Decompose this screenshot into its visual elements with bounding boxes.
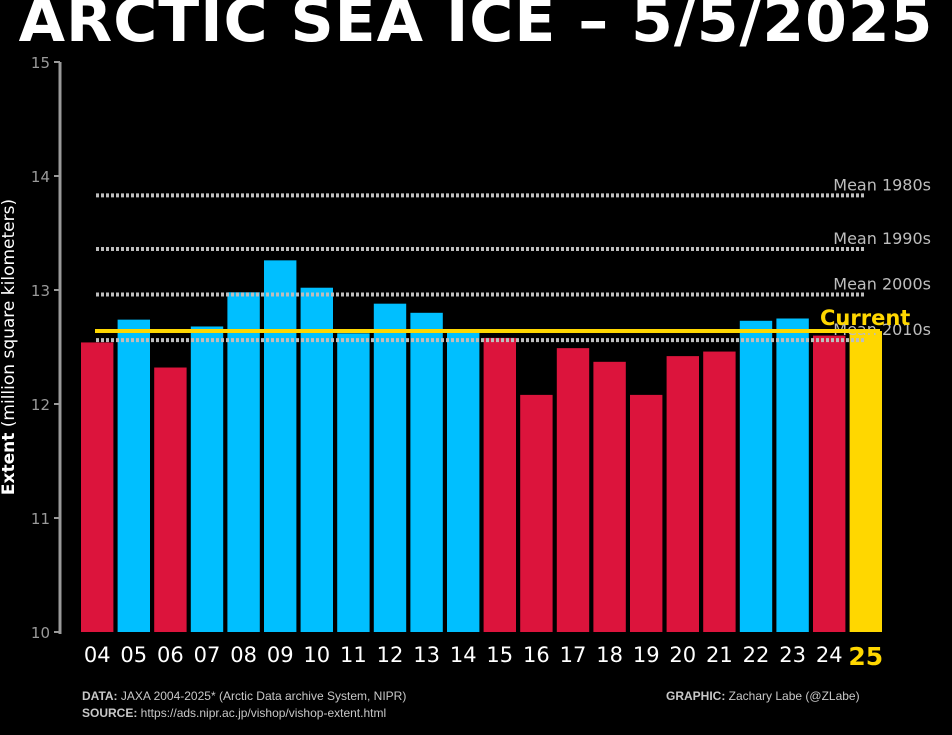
bar-13 <box>410 312 443 632</box>
x-tick-label-19: 19 <box>633 643 660 667</box>
footer-credits: DATA: JAXA 2004-2025* (Arctic Data archi… <box>82 688 406 722</box>
mean-label: Mean 2000s <box>833 275 931 294</box>
bar-07 <box>190 326 224 632</box>
bar-14 <box>447 329 480 632</box>
y-tick-label: 14 <box>31 168 50 186</box>
graphic-credit-text: Zachary Labe (@ZLabe) <box>725 689 860 703</box>
bar-11 <box>337 333 370 632</box>
data-credit: DATA: JAXA 2004-2025* (Arctic Data archi… <box>82 688 406 705</box>
x-tick-label-18: 18 <box>596 643 623 667</box>
y-axis-label-bold: Extent <box>0 433 19 495</box>
y-axis-label: Extent (million square kilometers) <box>0 199 19 495</box>
bar-16 <box>520 394 553 632</box>
bar-17 <box>556 348 590 632</box>
chart-title: ARCTIC SEA ICE – 5/5/2025 <box>18 0 934 56</box>
x-tick-label-24: 24 <box>816 643 843 667</box>
source-credit-text: https://ads.nipr.ac.jp/vishop/vishop-ext… <box>137 706 387 720</box>
source-credit-label: SOURCE: <box>82 706 138 720</box>
y-tick-label: 12 <box>31 396 50 414</box>
graphic-credit-label: GRAPHIC: <box>666 689 726 703</box>
bar-10 <box>300 287 333 632</box>
x-tick-label-17: 17 <box>560 643 587 667</box>
x-tick-label-12: 12 <box>377 643 404 667</box>
bar-09 <box>264 260 297 632</box>
x-tick-label-07: 07 <box>194 643 221 667</box>
x-tick-label-15: 15 <box>486 643 513 667</box>
x-tick-label-16: 16 <box>523 643 550 667</box>
x-tick-label-21: 21 <box>706 643 733 667</box>
x-tick-label-14: 14 <box>450 643 477 667</box>
bar-06 <box>154 367 187 632</box>
current-label: Current <box>820 306 910 330</box>
y-axis-label-units: (million square kilometers) <box>0 199 19 433</box>
y-tick-label: 11 <box>31 510 50 528</box>
bar-19 <box>630 394 663 632</box>
x-tick-label-10: 10 <box>303 643 330 667</box>
x-tick-label-11: 11 <box>340 643 367 667</box>
x-tick-label-08: 08 <box>230 643 257 667</box>
x-tick-label-04: 04 <box>84 643 111 667</box>
x-tick-label-25: 25 <box>848 642 883 671</box>
bar-24 <box>813 335 846 632</box>
x-tick-label-13: 13 <box>413 643 440 667</box>
bar-18 <box>593 361 626 632</box>
y-tick-label: 13 <box>31 282 50 300</box>
bar-12 <box>373 303 407 632</box>
mean-label: Mean 1980s <box>833 175 931 194</box>
bar-25 <box>849 331 882 632</box>
bar-20 <box>666 356 699 632</box>
source-credit: SOURCE: https://ads.nipr.ac.jp/vishop/vi… <box>82 705 406 722</box>
bar-05 <box>117 319 150 632</box>
data-credit-label: DATA: <box>82 689 118 703</box>
bar-21 <box>703 351 736 632</box>
x-tick-label-20: 20 <box>669 643 696 667</box>
data-credit-text: JAXA 2004-2025* (Arctic Data archive Sys… <box>117 689 407 703</box>
y-tick-label: 10 <box>31 624 50 642</box>
x-tick-label-09: 09 <box>267 643 294 667</box>
x-tick-label-23: 23 <box>779 643 806 667</box>
mean-label: Mean 1990s <box>833 229 931 248</box>
bar-08 <box>227 292 260 632</box>
x-tick-label-05: 05 <box>120 643 147 667</box>
bar-04 <box>81 342 114 632</box>
bar-22 <box>739 320 773 632</box>
graphic-credit: GRAPHIC: Zachary Labe (@ZLabe) <box>666 688 860 705</box>
x-tick-label-06: 06 <box>157 643 184 667</box>
x-tick-label-22: 22 <box>743 643 770 667</box>
bar-23 <box>776 318 809 632</box>
bar-15 <box>483 337 516 632</box>
mean-label: Mean 2010s <box>833 320 931 339</box>
y-tick-label: 15 <box>31 54 50 72</box>
